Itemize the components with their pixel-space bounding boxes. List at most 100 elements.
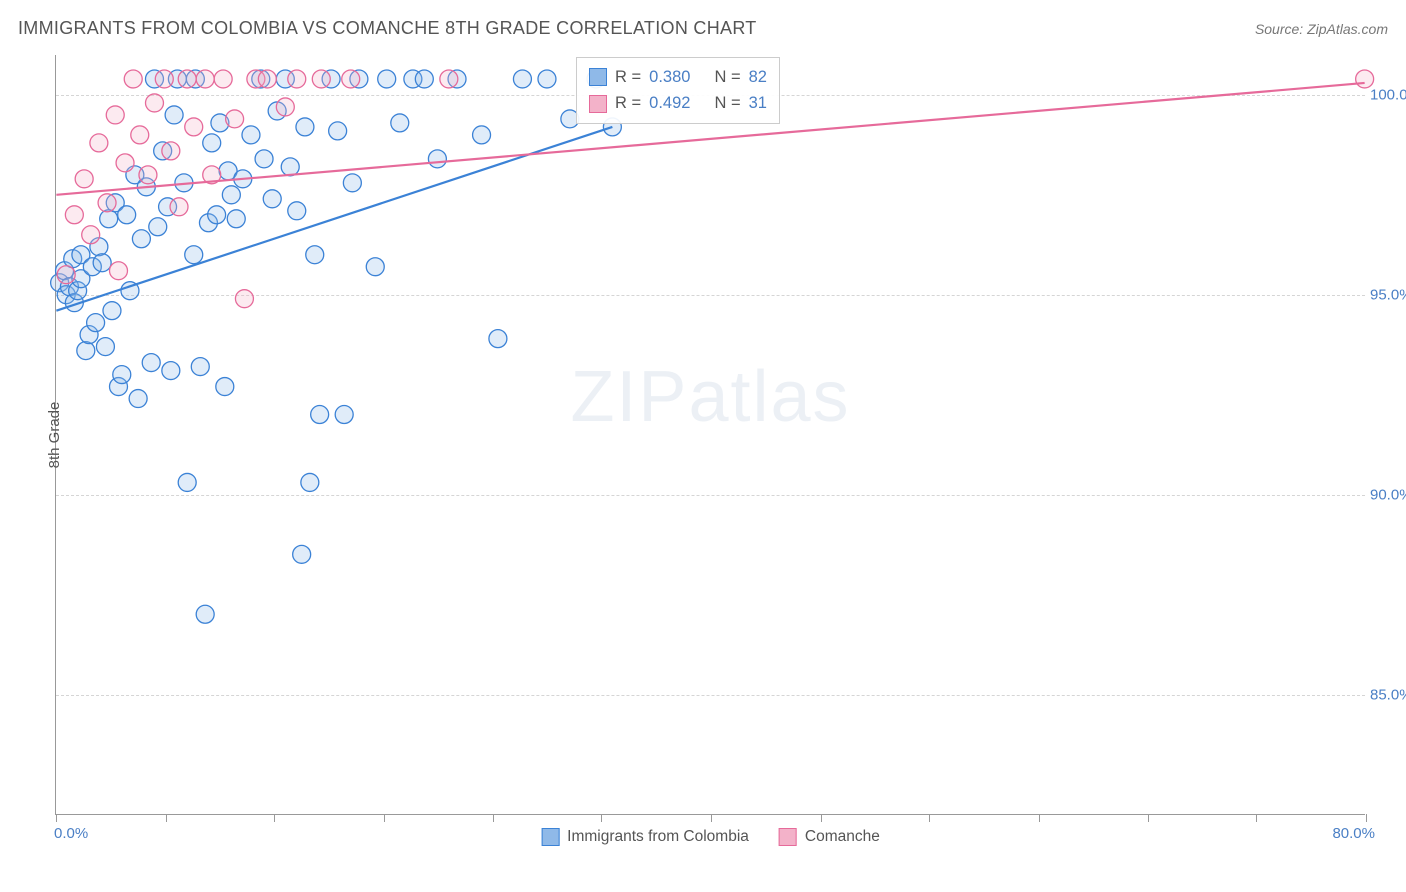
scatter-point-comanche bbox=[145, 94, 163, 112]
plot-area: 8th Grade 0.0% 80.0% ZIPatlas R = 0.380 … bbox=[55, 55, 1365, 815]
chart-title: IMMIGRANTS FROM COLOMBIA VS COMANCHE 8TH… bbox=[18, 18, 757, 39]
scatter-point-colombia bbox=[343, 174, 361, 192]
scatter-point-colombia bbox=[227, 210, 245, 228]
scatter-point-colombia bbox=[93, 254, 111, 272]
scatter-point-comanche bbox=[214, 70, 232, 88]
scatter-point-comanche bbox=[106, 106, 124, 124]
x-tick bbox=[929, 814, 930, 822]
scatter-point-colombia bbox=[428, 150, 446, 168]
scatter-point-colombia bbox=[118, 206, 136, 224]
scatter-point-colombia bbox=[103, 302, 121, 320]
swatch-colombia bbox=[589, 68, 607, 86]
scatter-point-comanche bbox=[116, 154, 134, 172]
y-tick-label: 100.0% bbox=[1370, 87, 1406, 104]
legend-item-colombia: Immigrants from Colombia bbox=[541, 828, 749, 846]
stats-n-label: N = bbox=[714, 90, 740, 116]
scatter-point-colombia bbox=[162, 362, 180, 380]
title-bar: IMMIGRANTS FROM COLOMBIA VS COMANCHE 8TH… bbox=[18, 18, 1388, 39]
x-tick bbox=[56, 814, 57, 822]
scatter-point-colombia bbox=[185, 246, 203, 264]
scatter-point-colombia bbox=[263, 190, 281, 208]
swatch-comanche bbox=[779, 828, 797, 846]
scatter-point-colombia bbox=[335, 406, 353, 424]
scatter-point-colombia bbox=[203, 134, 221, 152]
scatter-point-comanche bbox=[82, 226, 100, 244]
x-tick bbox=[1148, 814, 1149, 822]
stats-n-value-comanche: 31 bbox=[749, 90, 767, 116]
stats-r-value-comanche: 0.492 bbox=[649, 90, 690, 116]
stats-n-value-colombia: 82 bbox=[749, 64, 767, 90]
scatter-point-colombia bbox=[281, 158, 299, 176]
scatter-point-colombia bbox=[415, 70, 433, 88]
scatter-point-comanche bbox=[1356, 70, 1374, 88]
scatter-point-colombia bbox=[513, 70, 531, 88]
scatter-point-colombia bbox=[306, 246, 324, 264]
scatter-point-colombia bbox=[391, 114, 409, 132]
scatter-point-comanche bbox=[312, 70, 330, 88]
scatter-point-colombia bbox=[77, 342, 95, 360]
legend-label-colombia: Immigrants from Colombia bbox=[567, 828, 749, 846]
source-label: Source: ZipAtlas.com bbox=[1255, 21, 1388, 37]
scatter-plot-svg bbox=[56, 55, 1365, 814]
scatter-point-colombia bbox=[216, 378, 234, 396]
x-tick bbox=[711, 814, 712, 822]
scatter-point-colombia bbox=[132, 230, 150, 248]
scatter-point-colombia bbox=[113, 366, 131, 384]
x-tick bbox=[1256, 814, 1257, 822]
scatter-point-comanche bbox=[124, 70, 142, 88]
legend-item-comanche: Comanche bbox=[779, 828, 880, 846]
y-tick-label: 95.0% bbox=[1370, 287, 1406, 304]
scatter-point-colombia bbox=[149, 218, 167, 236]
stats-row-colombia: R = 0.380 N = 82 bbox=[589, 64, 767, 90]
x-tick bbox=[166, 814, 167, 822]
scatter-point-comanche bbox=[342, 70, 360, 88]
scatter-point-comanche bbox=[178, 70, 196, 88]
scatter-point-colombia bbox=[129, 390, 147, 408]
scatter-point-colombia bbox=[222, 186, 240, 204]
legend-label-comanche: Comanche bbox=[805, 828, 880, 846]
scatter-point-colombia bbox=[288, 202, 306, 220]
x-tick bbox=[493, 814, 494, 822]
scatter-point-comanche bbox=[440, 70, 458, 88]
swatch-comanche bbox=[589, 95, 607, 113]
x-axis-max-label: 80.0% bbox=[1332, 825, 1375, 842]
scatter-point-comanche bbox=[65, 206, 83, 224]
scatter-point-colombia bbox=[293, 545, 311, 563]
scatter-point-comanche bbox=[110, 262, 128, 280]
scatter-point-colombia bbox=[196, 605, 214, 623]
y-tick-label: 85.0% bbox=[1370, 687, 1406, 704]
scatter-point-comanche bbox=[139, 166, 157, 184]
x-tick bbox=[1366, 814, 1367, 822]
scatter-point-comanche bbox=[170, 198, 188, 216]
scatter-point-colombia bbox=[142, 354, 160, 372]
scatter-point-comanche bbox=[235, 290, 253, 308]
x-tick bbox=[601, 814, 602, 822]
scatter-point-comanche bbox=[196, 70, 214, 88]
scatter-point-comanche bbox=[226, 110, 244, 128]
scatter-point-colombia bbox=[165, 106, 183, 124]
scatter-point-colombia bbox=[473, 126, 491, 144]
x-tick bbox=[821, 814, 822, 822]
scatter-point-comanche bbox=[131, 126, 149, 144]
scatter-point-colombia bbox=[87, 314, 105, 332]
swatch-colombia bbox=[541, 828, 559, 846]
x-axis-min-label: 0.0% bbox=[54, 825, 88, 842]
scatter-point-colombia bbox=[242, 126, 260, 144]
legend-bottom: Immigrants from Colombia Comanche bbox=[541, 828, 880, 846]
scatter-point-colombia bbox=[378, 70, 396, 88]
scatter-point-colombia bbox=[329, 122, 347, 140]
stats-r-label: R = bbox=[615, 90, 641, 116]
scatter-point-comanche bbox=[98, 194, 116, 212]
scatter-point-colombia bbox=[255, 150, 273, 168]
scatter-point-comanche bbox=[75, 170, 93, 188]
scatter-point-comanche bbox=[90, 134, 108, 152]
scatter-point-comanche bbox=[57, 266, 75, 284]
scatter-point-comanche bbox=[155, 70, 173, 88]
scatter-point-comanche bbox=[258, 70, 276, 88]
scatter-point-colombia bbox=[301, 473, 319, 491]
stats-row-comanche: R = 0.492 N = 31 bbox=[589, 90, 767, 116]
scatter-point-comanche bbox=[185, 118, 203, 136]
y-tick-label: 90.0% bbox=[1370, 487, 1406, 504]
scatter-point-colombia bbox=[538, 70, 556, 88]
scatter-point-colombia bbox=[191, 358, 209, 376]
